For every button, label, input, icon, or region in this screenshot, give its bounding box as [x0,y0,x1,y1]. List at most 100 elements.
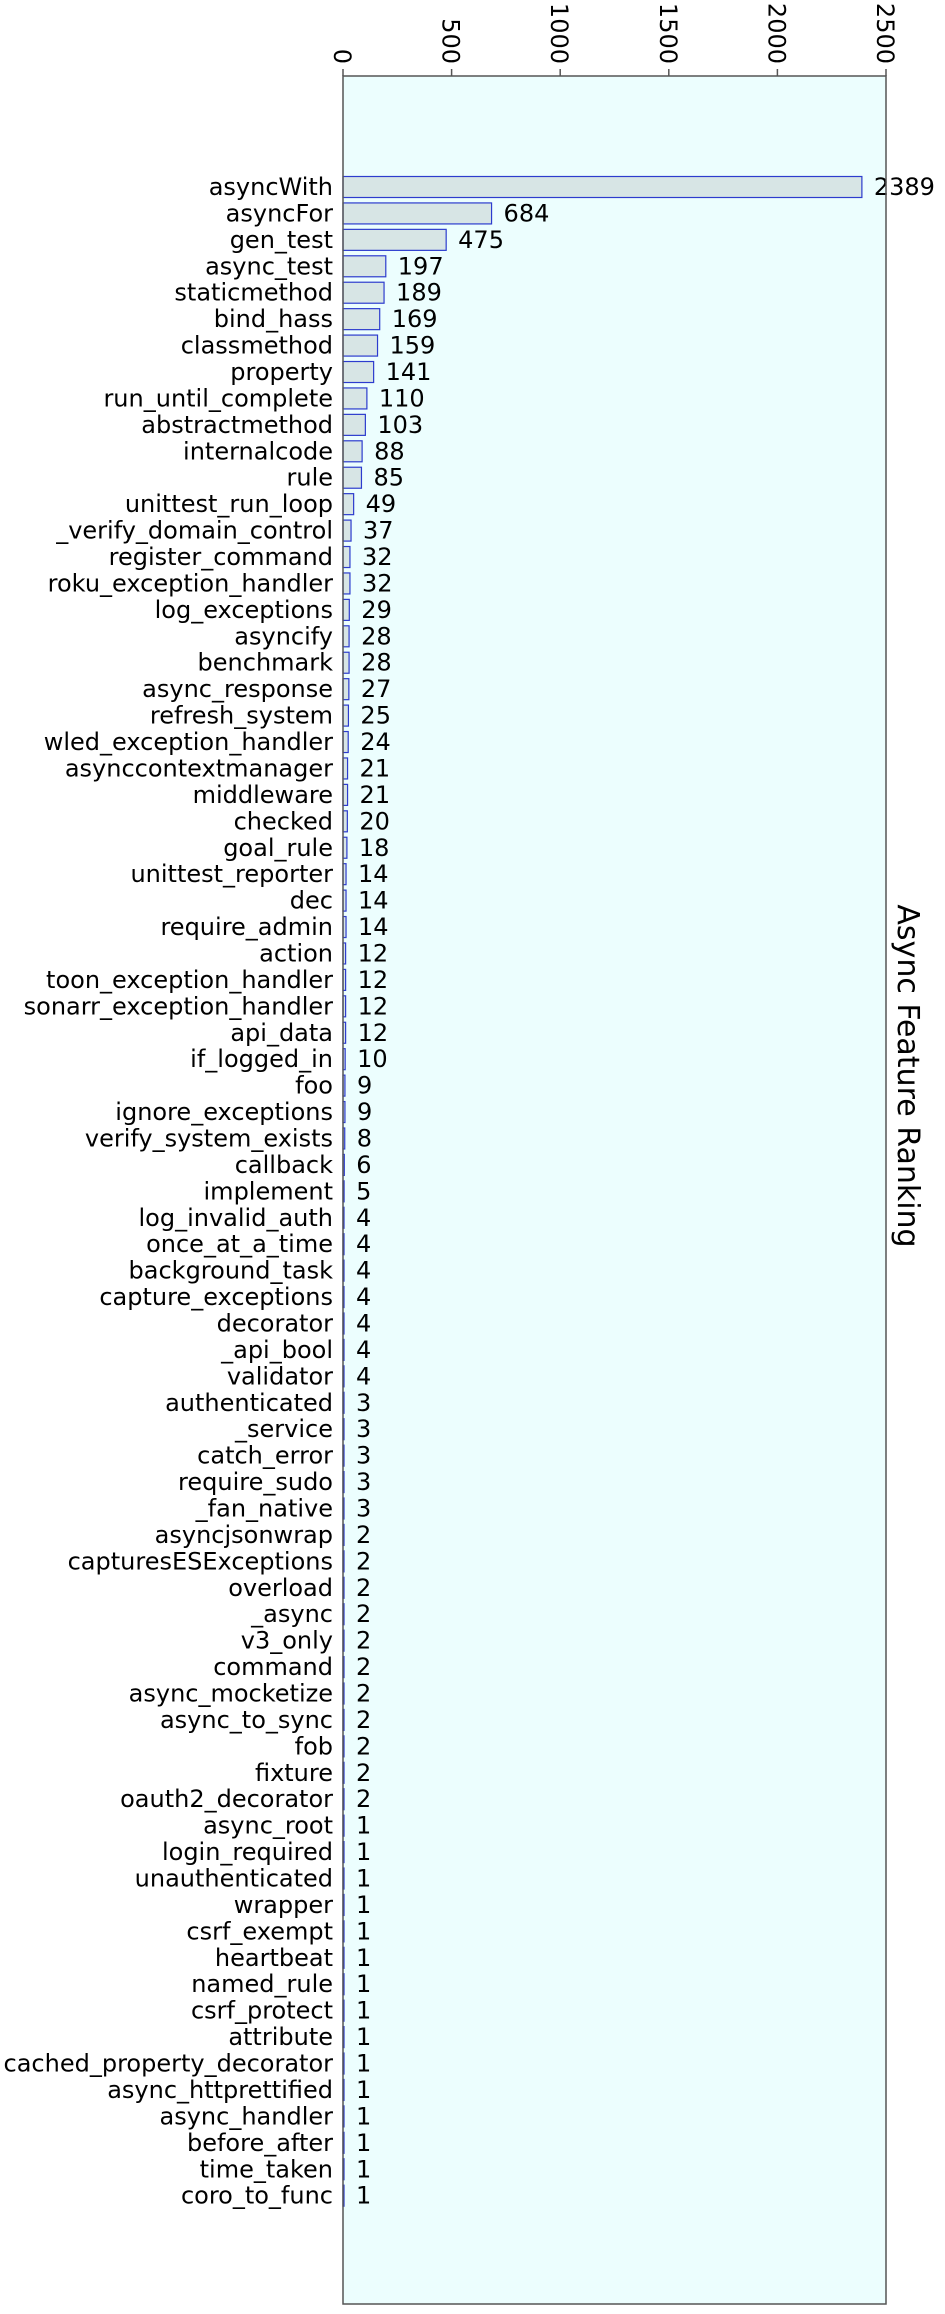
value-label: 3 [356,1442,371,1470]
category-label: async_httprettified [107,2076,333,2104]
category-label: verify_system_exists [85,1124,333,1152]
value-label: 159 [390,332,436,360]
category-label: oauth2_decorator [120,1785,333,1813]
category-label: login_required [162,1838,333,1866]
value-label: 29 [361,596,392,624]
category-label: asyncjsonwrap [155,1521,333,1549]
category-label: action [259,939,333,967]
value-label: 4 [356,1283,371,1311]
value-label: 2 [356,1521,371,1549]
category-label: heartbeat [215,1944,333,1972]
value-label: 3 [356,1468,371,1496]
category-label: log_exceptions [155,596,333,624]
category-label: _service [234,1415,333,1443]
value-label: 2 [356,1785,371,1813]
tick-label: 2500 [871,3,899,64]
value-label: 2 [356,1627,371,1655]
value-label: 10 [357,1045,388,1073]
value-label: 1 [356,1944,371,1972]
value-label: 4 [356,1309,371,1337]
category-label: dec [290,887,333,915]
bar-async_response [342,678,350,701]
value-label: 12 [358,966,389,994]
tick-label: 1000 [545,3,573,64]
value-label: 4 [356,1230,371,1258]
category-label: async_test [205,252,333,280]
bar-classmethod [342,334,379,357]
bar-abstractmethod [342,413,366,436]
value-label: 6 [356,1151,371,1179]
bar-asyncify [342,625,350,648]
value-label: 4 [356,1362,371,1390]
value-label: 1 [356,1917,371,1945]
category-label: implement [204,1177,333,1205]
category-label: before_after [187,2129,333,2157]
category-label: asyncWith [209,173,333,201]
category-label: named_rule [191,1970,333,1998]
value-label: 1 [356,2129,371,2157]
bar-asyncFor [342,202,493,225]
category-label: rule [286,464,333,492]
bar-bind_hass [342,308,381,331]
bar-_verify_domain_control [342,519,352,542]
value-label: 2 [356,1600,371,1628]
category-label: overload [228,1574,333,1602]
bar-asyncWith [342,175,863,199]
category-label: if_logged_in [190,1045,333,1073]
value-label: 189 [396,279,442,307]
category-label: asyncFor [226,199,333,227]
value-label: 1 [356,1970,371,1998]
value-label: 5 [356,1177,371,1205]
category-label: catch_error [197,1442,333,1470]
value-label: 1 [356,2076,371,2104]
category-label: _async [250,1600,333,1628]
category-label: csrf_exempt [186,1917,333,1945]
value-label: 28 [361,649,392,677]
category-label: api_data [230,1019,333,1047]
category-label: fob [295,1732,333,1760]
value-label: 24 [360,728,391,756]
category-label: abstractmethod [141,411,333,439]
value-label: 21 [360,781,391,809]
category-label: unauthenticated [135,1865,333,1893]
bar-staticmethod [342,281,385,304]
value-label: 1 [356,2102,371,2130]
value-label: 85 [373,464,404,492]
plot-frame [342,75,887,2305]
value-label: 4 [356,1257,371,1285]
category-label: coro_to_func [181,2182,333,2210]
category-label: async_response [142,675,333,703]
bar-benchmark [342,651,350,674]
category-label: benchmark [198,649,334,677]
category-label: asynccontextmanager [65,754,333,782]
value-label: 4 [356,1336,371,1364]
value-label: 1 [356,2023,371,2051]
value-label: 475 [458,226,504,254]
value-label: 4 [356,1204,371,1232]
category-label: async_to_sync [160,1706,333,1734]
value-label: 32 [362,543,393,571]
plot-background [343,76,886,2304]
category-label: authenticated [165,1389,333,1417]
category-label: async_mocketize [129,1680,333,1708]
value-label: 12 [358,939,389,967]
bar-roku_exception_handler [342,572,351,595]
category-label: property [230,358,333,386]
value-label: 88 [374,437,405,465]
value-label: 25 [360,702,391,730]
value-label: 2 [356,1547,371,1575]
axis-ticks-group: 0 500 1000 1500 2000 2500 [328,3,899,76]
category-label: require_admin [160,913,333,941]
value-label: 12 [358,992,389,1020]
value-label: 197 [398,252,444,280]
value-label: 8 [357,1124,372,1152]
category-label: bind_hass [214,305,333,333]
category-label: v3_only [241,1627,333,1655]
category-label: command [213,1653,333,1681]
category-label: middleware [193,781,333,809]
value-label: 9 [357,1098,372,1126]
category-label: attribute [228,2023,333,2051]
bar-async_test [342,255,387,278]
value-label: 3 [356,1495,371,1523]
